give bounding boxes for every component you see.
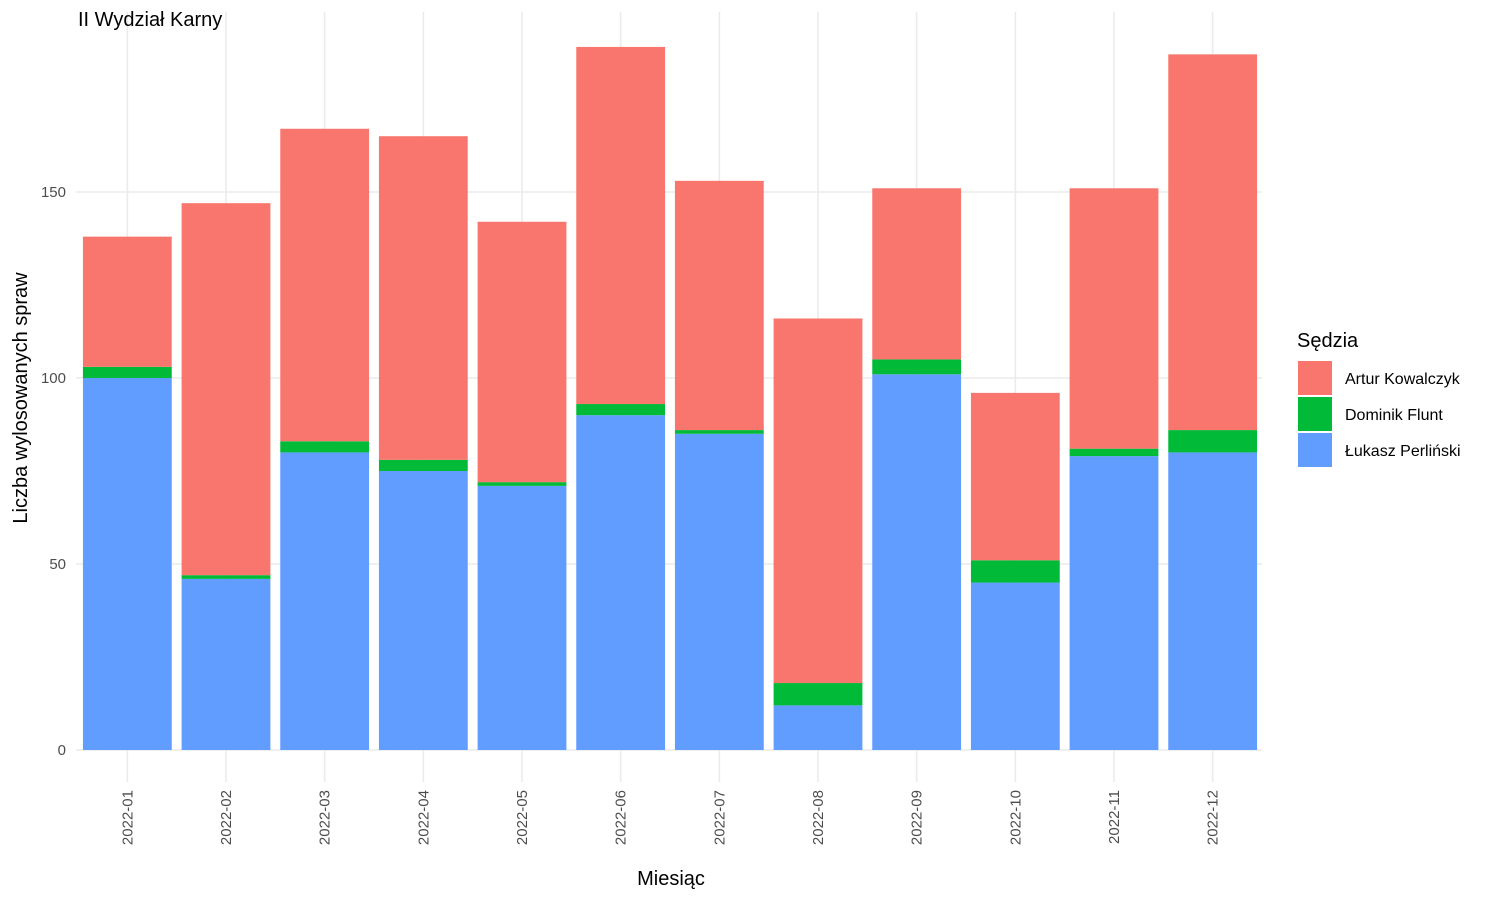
y-tick-label: 0 xyxy=(58,742,66,759)
bar-segment xyxy=(970,392,1060,561)
bar-segment xyxy=(872,374,962,750)
bar-segment xyxy=(576,46,666,405)
x-tick-label: 2022-08 xyxy=(810,790,827,845)
y-tick-label: 150 xyxy=(41,184,66,201)
legend-title: Sędzia xyxy=(1297,330,1359,352)
bar-segment xyxy=(477,221,567,483)
x-tick-label: 2022-11 xyxy=(1106,790,1123,844)
legend-label: Łukasz Perliński xyxy=(1345,443,1461,460)
bar-segment xyxy=(280,128,370,442)
y-axis-title: Liczba wylosowanych spraw xyxy=(10,272,32,524)
bar-segment xyxy=(773,683,863,706)
x-tick-label: 2022-01 xyxy=(119,790,136,845)
x-tick-label: 2022-09 xyxy=(909,790,926,845)
x-tick-label: 2022-03 xyxy=(317,790,334,845)
bar-segment xyxy=(970,582,1060,750)
chart-title: II Wydział Karny xyxy=(78,9,222,31)
bar-segment xyxy=(477,485,567,750)
bar-segment xyxy=(576,404,666,416)
x-tick-label: 2022-05 xyxy=(514,790,531,845)
bar-segment xyxy=(378,136,468,460)
bar-segment xyxy=(82,236,172,367)
legend-key xyxy=(1298,361,1332,395)
bar-segment xyxy=(181,575,271,579)
bar-segment xyxy=(378,471,468,750)
y-tick-label: 100 xyxy=(41,370,66,387)
bar-segment xyxy=(674,180,764,431)
bar-segment xyxy=(280,452,370,750)
bar-segment xyxy=(773,318,863,684)
legend: Sędzia Artur Kowalczyk Dominik Flunt Łukas… xyxy=(1297,330,1461,467)
bar-segment xyxy=(970,560,1060,583)
bar-segment xyxy=(674,430,764,434)
x-tick-label: 2022-12 xyxy=(1205,790,1222,845)
bar-segment xyxy=(378,459,468,471)
x-axis-title: Miesiąc xyxy=(637,868,705,890)
bar-segment xyxy=(82,366,172,378)
bar-segment xyxy=(181,578,271,750)
x-tick-label: 2022-10 xyxy=(1007,790,1024,845)
x-axis-ticks: 2022-01 2022-02 2022-03 2022-04 2022-05 2022-… xyxy=(119,790,1221,845)
bar-segment xyxy=(1168,452,1258,750)
bar-segment xyxy=(674,433,764,750)
x-tick-label: 2022-02 xyxy=(218,790,235,845)
bar-segment xyxy=(280,441,370,453)
legend-label: Dominik Flunt xyxy=(1345,407,1443,424)
y-tick-label: 50 xyxy=(49,556,66,573)
legend-label: Artur Kowalczyk xyxy=(1345,371,1461,388)
bar-segment xyxy=(477,482,567,486)
bar-segment xyxy=(872,359,962,375)
bar-segment xyxy=(1168,54,1258,431)
x-tick-label: 2022-04 xyxy=(415,790,432,845)
bars xyxy=(82,46,1258,750)
bar-segment xyxy=(576,415,666,750)
bar-segment xyxy=(773,705,863,750)
bar-segment xyxy=(872,188,962,360)
legend-key xyxy=(1298,397,1332,431)
bar-segment xyxy=(1168,430,1258,453)
y-axis-ticks: 0 50 100 150 xyxy=(41,184,66,759)
bar-segment xyxy=(1069,456,1159,750)
x-tick-label: 2022-07 xyxy=(711,790,728,845)
bar-segment xyxy=(1069,448,1159,457)
legend-key xyxy=(1298,433,1332,467)
bar-segment xyxy=(1069,188,1159,449)
x-tick-label: 2022-06 xyxy=(613,790,630,845)
bar-segment xyxy=(82,378,172,750)
bar-segment xyxy=(181,203,271,576)
